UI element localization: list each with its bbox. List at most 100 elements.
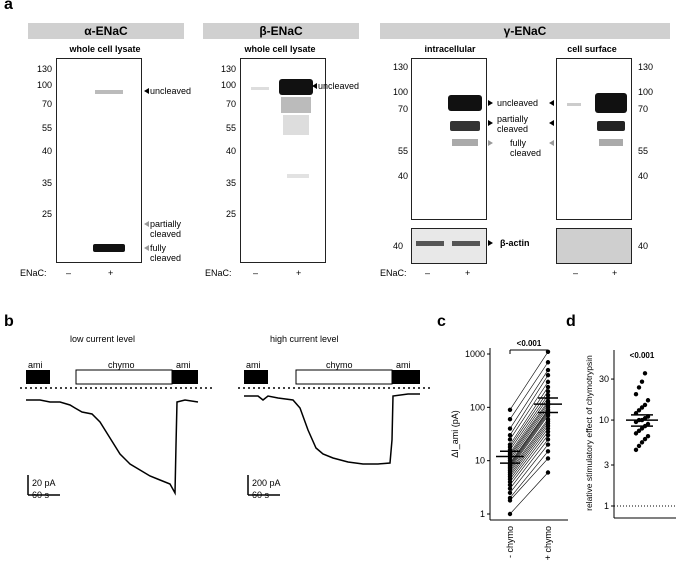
high-chymo-bar: [295, 369, 393, 385]
gamma-right-tick-100: 100: [638, 87, 654, 97]
gamma-partially-arrow-left: [488, 120, 493, 126]
low-trace-line: [26, 399, 199, 496]
c-pair-line: [509, 472, 549, 515]
alpha-tick-130: 130: [36, 64, 52, 74]
c-pair-line: [509, 362, 549, 420]
alpha-enac-header: α-ENaC: [28, 23, 184, 39]
c-pair-line: [509, 375, 549, 436]
c-category-label: + chymo: [543, 526, 553, 560]
beta-tick-130: 130: [220, 64, 236, 74]
d-point: [636, 385, 642, 390]
panel-b-letter: b: [4, 313, 14, 330]
beta-uncleaved-arrow: [312, 83, 317, 89]
gamma-enac-header: γ-ENaC: [380, 23, 670, 39]
d-pvalue: <0.001: [630, 351, 655, 360]
c-pair-line: [509, 409, 549, 464]
beta-enac-header: β-ENaC: [203, 23, 359, 39]
c-pvalue: <0.001: [517, 339, 542, 348]
c-point-minus: [507, 407, 513, 412]
gamma-left-tick-40: 40: [397, 171, 408, 181]
alpha-fully-label: fully cleaved: [150, 243, 182, 263]
low-current-trace: [20, 369, 215, 496]
c-point-minus: [507, 433, 513, 438]
gamma-actin-tick-left: 40: [393, 241, 404, 251]
gamma-fully-arrow-right: [549, 140, 554, 146]
high-trace-line: [244, 393, 420, 465]
beta-uncleaved-label: uncleaved: [318, 81, 360, 91]
c-pair-line: [509, 381, 549, 440]
c-pair-line: [509, 369, 549, 429]
high-current-trace: [238, 369, 433, 496]
alpha-lane-plus: +: [108, 268, 114, 278]
beta-lane-minus: –: [253, 268, 259, 278]
gamma-uncleaved-arrow-right: [549, 100, 554, 106]
c-pair-line: [509, 435, 549, 486]
c-point-minus: [507, 486, 513, 491]
alpha-lane-minus: –: [66, 268, 72, 278]
high-ami2-bar: [392, 370, 420, 384]
d-ytick-label: 30: [599, 374, 609, 384]
d-point: [636, 408, 642, 413]
gamma-enac-label: ENaC:: [380, 268, 407, 278]
c-point-plus: [545, 449, 551, 454]
c-pair-line: [509, 386, 549, 445]
gamma-left-tick-130: 130: [392, 62, 408, 72]
beta-tick-55: 55: [225, 123, 236, 133]
c-point-plus: [545, 367, 551, 373]
c-ytick-label: 1000: [465, 349, 485, 359]
panel-c-letter: c: [437, 313, 446, 330]
gamma-right-tick-40: 40: [638, 171, 649, 181]
gamma-lane-plus-1: +: [465, 268, 471, 278]
panel-d-letter: d: [566, 313, 576, 330]
gamma-partially-label: partially cleaved: [497, 114, 529, 134]
gamma-lane-minus-1: –: [425, 268, 431, 278]
c-ylabel: ΔI_ami (pA): [450, 410, 460, 458]
c-point-plus: [545, 442, 551, 447]
low-ami2-bar: [172, 370, 198, 384]
gamma-left-tick-55: 55: [397, 146, 408, 156]
c-point-plus: [545, 429, 551, 434]
alpha-tick-70: 70: [41, 99, 52, 109]
gamma-actin-tick-right: 40: [638, 241, 649, 251]
low-current-title: low current level: [70, 334, 136, 344]
c-point-plus: [545, 379, 551, 385]
alpha-fully-arrow: [144, 245, 149, 251]
alpha-tick-55: 55: [41, 123, 52, 133]
beta-blot: [240, 58, 326, 263]
low-ami1-label: ami: [28, 360, 43, 370]
c-ytick-label: 100: [470, 402, 485, 412]
panel-a-letter: a: [4, 0, 13, 13]
gamma-right-tick-70: 70: [638, 104, 649, 114]
c-pair-line: [509, 425, 549, 477]
c-pair-line: [509, 351, 549, 410]
c-point-minus: [507, 482, 513, 488]
high-ami1-label: ami: [246, 360, 261, 370]
c-point-plus: [545, 399, 551, 404]
high-ami1-bar: [244, 370, 268, 384]
low-scale-x-label: 60 s: [32, 490, 50, 500]
low-scale-y-label: 20 pA: [32, 478, 56, 488]
c-point-plus: [545, 389, 551, 394]
c-category-label: - chymo: [505, 526, 515, 558]
c-point-minus: [507, 490, 513, 495]
c-point-plus: [545, 360, 551, 365]
high-ami2-label: ami: [396, 360, 411, 370]
d-point: [645, 433, 651, 439]
gamma-left-tick-70: 70: [397, 104, 408, 114]
beta-tick-70: 70: [225, 99, 236, 109]
gamma-cell-surface-label: cell surface: [567, 44, 617, 54]
gamma-fully-label: fully cleaved: [510, 138, 542, 158]
alpha-subtitle: whole cell lysate: [69, 44, 141, 54]
c-point-plus: [545, 433, 551, 438]
c-point-plus: [545, 470, 551, 475]
d-point: [645, 421, 651, 427]
panel-c-chart: 1 10 100 1000 <0.001 ΔI_ami (pA) - chymo + chym…: [450, 339, 568, 560]
c-point-plus: [545, 392, 551, 398]
d-ytick-label: 10: [599, 415, 609, 425]
gamma-right-tick-55: 55: [638, 146, 649, 156]
d-ytick-label: 1: [604, 501, 609, 511]
alpha-uncleaved-label: uncleaved: [150, 86, 192, 96]
c-point-plus: [545, 373, 551, 378]
c-pair-line: [509, 404, 549, 459]
gamma-intracellular-label: intracellular: [424, 44, 476, 54]
